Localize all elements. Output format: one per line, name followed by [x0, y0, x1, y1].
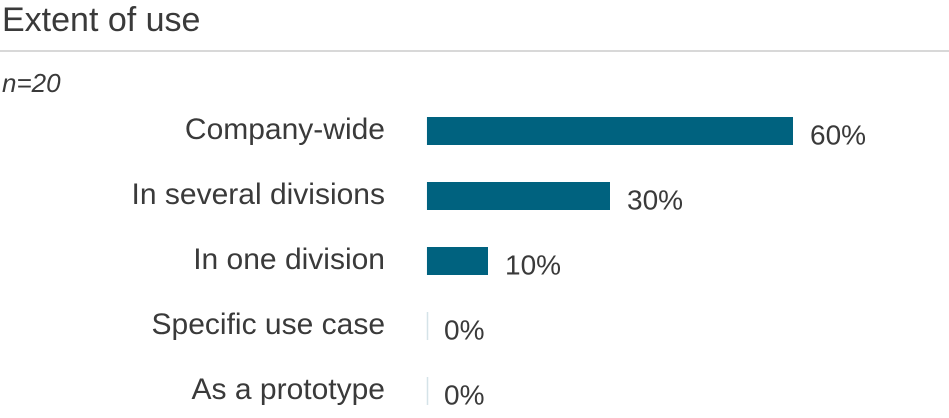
chart-title: Extent of use [2, 1, 200, 39]
category-label: Company-wide [185, 113, 385, 146]
bar [427, 247, 488, 275]
value-label: 10% [505, 249, 561, 280]
value-label: 0% [444, 379, 484, 410]
category-label: In several divisions [132, 178, 385, 211]
bar [427, 117, 793, 145]
value-label: 0% [444, 314, 484, 345]
category-label: Specific use case [152, 308, 385, 341]
value-label: 30% [627, 184, 683, 215]
bar [427, 182, 610, 210]
category-label: As a prototype [192, 373, 385, 406]
chart-subtitle: n=20 [2, 68, 61, 98]
value-label: 60% [810, 119, 866, 150]
category-label: In one division [193, 243, 385, 276]
